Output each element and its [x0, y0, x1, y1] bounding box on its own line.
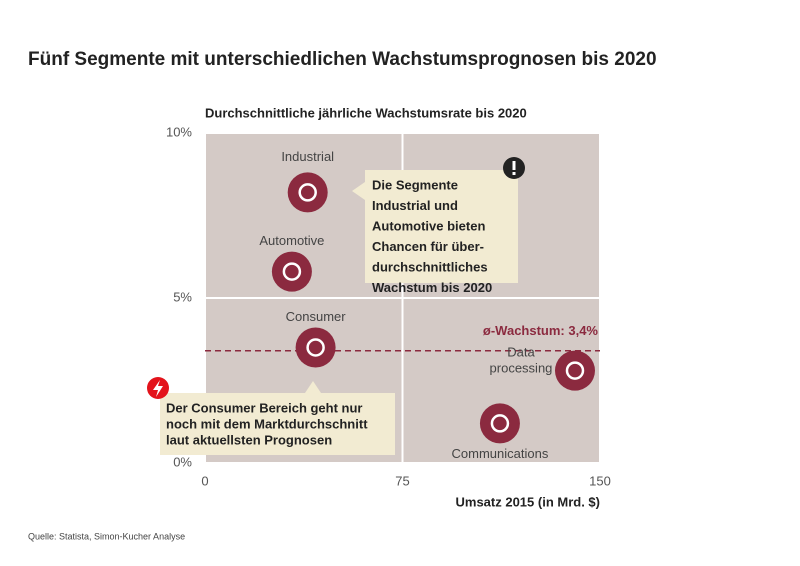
- point: [479, 403, 520, 444]
- average-label: ø-Wachstum: 3,4%: [483, 323, 599, 338]
- point-label-line: processing: [490, 361, 553, 376]
- alert-mark: [512, 161, 516, 170]
- annotation-box: [160, 393, 395, 455]
- point-icon: [298, 183, 317, 202]
- chart-subtitle: Durchschnittliche jährliche Wachstumsrat…: [205, 105, 527, 120]
- x-tick-label: 0: [201, 473, 208, 488]
- chart-title: Fünf Segmente mit unterschiedlichen Wach…: [28, 49, 657, 70]
- annotation-pointer: [305, 381, 321, 393]
- annotation-box: [365, 170, 518, 283]
- alert-mark: [512, 172, 516, 175]
- y-tick-label: 0%: [173, 454, 192, 469]
- x-axis-label: Umsatz 2015 (in Mrd. $): [456, 494, 601, 509]
- annotation-text: Wachstum bis 2020: [372, 280, 492, 295]
- warning-bolt: [153, 380, 163, 397]
- point-icon: [490, 414, 510, 433]
- point-icon: [306, 338, 325, 357]
- point-label-line: Data: [507, 345, 535, 360]
- point: [271, 251, 312, 292]
- point: [554, 350, 595, 391]
- point: [287, 172, 328, 213]
- annotation-text: Automotive bieten: [372, 218, 485, 233]
- point-label: Consumer: [286, 309, 347, 324]
- y-tick-label: 10%: [166, 124, 192, 139]
- point-icon: [282, 262, 302, 281]
- annotation-text: Chancen für über-: [372, 239, 484, 254]
- x-tick-label: 150: [589, 473, 611, 488]
- annotation-text: Der Consumer Bereich geht nur: [166, 400, 363, 415]
- point: [295, 327, 336, 368]
- annotation-text: Industrial und: [372, 198, 458, 213]
- y-tick-label: 5%: [173, 289, 192, 304]
- point-icon: [565, 361, 585, 380]
- point-label: Automotive: [259, 233, 324, 248]
- annotation-text: Die Segmente: [372, 177, 458, 192]
- point-label: Industrial: [281, 149, 334, 164]
- point-label: Data processing: [490, 345, 553, 376]
- point-label: Communications: [452, 446, 549, 461]
- x-tick-label: 75: [395, 473, 409, 488]
- annotation-pointer: [352, 182, 365, 200]
- annotation-text: durchschnittliches: [372, 259, 488, 274]
- annotation-text: noch mit dem Marktdurchschnitt: [166, 416, 368, 431]
- source: Quelle: Statista, Simon-Kucher Analyse: [28, 531, 185, 541]
- annotation-text: laut aktuellsten Prognosen: [166, 432, 332, 447]
